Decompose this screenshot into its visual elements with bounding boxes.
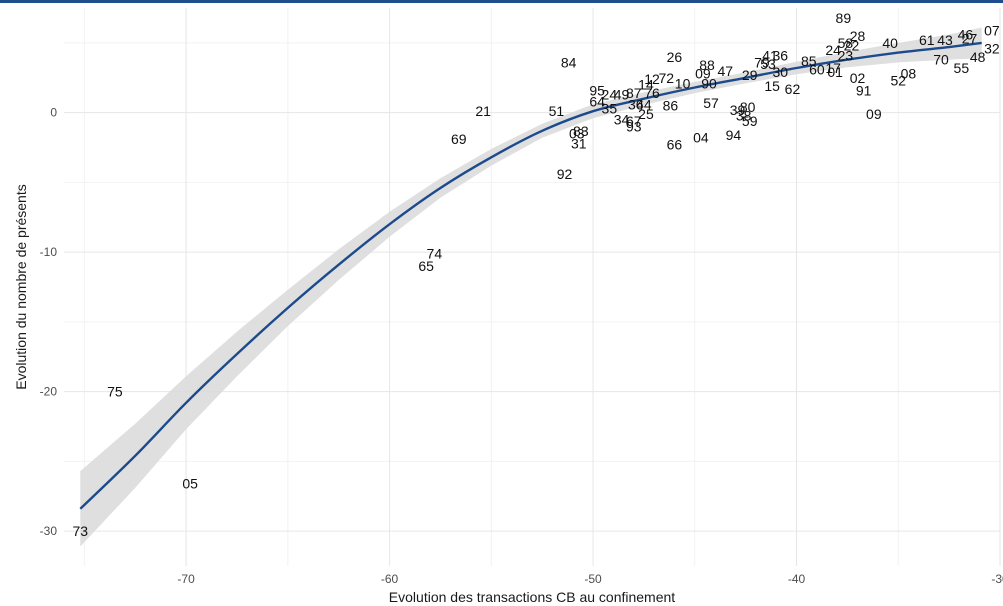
y-tick-label: -20 xyxy=(40,385,58,399)
point-label: 59 xyxy=(742,113,758,129)
y-tick-label: 0 xyxy=(50,106,57,120)
point-label: 07 xyxy=(984,22,1000,38)
point-label: 04 xyxy=(693,130,709,146)
point-label: 73 xyxy=(72,523,88,539)
point-label: 32 xyxy=(984,40,1000,56)
point-label: 47 xyxy=(718,63,734,79)
x-tick-label: -30 xyxy=(991,572,1003,586)
point-label: 69 xyxy=(451,131,467,147)
point-label: 05 xyxy=(182,476,198,492)
point-label: 14 xyxy=(638,77,654,93)
point-label: 80 xyxy=(740,99,756,115)
point-label: 26 xyxy=(667,49,683,65)
y-tick-label: -10 xyxy=(40,245,58,259)
point-label: 25 xyxy=(638,106,654,122)
point-label: 86 xyxy=(663,98,679,114)
point-label: 23 xyxy=(838,47,854,63)
point-label: 41 xyxy=(762,47,778,63)
point-label: 24 xyxy=(602,86,618,102)
point-label: 64 xyxy=(589,93,605,109)
point-label: 08 xyxy=(901,66,917,82)
point-label: 70 xyxy=(933,52,949,68)
point-label: 53 xyxy=(760,56,776,72)
point-label: 58 xyxy=(838,35,854,51)
point-label: 89 xyxy=(836,10,852,26)
x-tick-label: -40 xyxy=(788,572,806,586)
point-label: 02 xyxy=(850,70,866,86)
point-label: 62 xyxy=(785,81,801,97)
point-label: 30 xyxy=(772,64,788,80)
point-label: 75 xyxy=(107,384,123,400)
point-label: 31 xyxy=(571,135,587,151)
smooth-trend-line xyxy=(79,41,982,510)
point-label: 24 xyxy=(825,42,841,58)
confidence-band xyxy=(80,27,982,547)
point-label: 22 xyxy=(844,38,860,54)
point-label: 38 xyxy=(736,107,752,123)
point-label: 12 xyxy=(644,71,660,87)
point-label: 43 xyxy=(937,32,953,48)
point-label: 76 xyxy=(644,85,660,101)
point-label: 10 xyxy=(675,75,691,91)
point-label: 57 xyxy=(703,95,719,111)
point-label: 40 xyxy=(882,35,898,51)
point-label: 84 xyxy=(561,54,577,70)
point-label: 90 xyxy=(701,75,717,91)
point-label: 27 xyxy=(962,31,978,47)
point-label: 67 xyxy=(626,113,642,129)
point-label: 51 xyxy=(549,103,565,119)
point-label: 93 xyxy=(626,119,642,135)
point-label: 29 xyxy=(742,67,758,83)
point-label: 35 xyxy=(602,100,618,116)
point-label: 36 xyxy=(772,47,788,63)
y-tick-label: -30 xyxy=(40,524,58,538)
point-label: 52 xyxy=(890,73,906,89)
point-label: 72 xyxy=(659,70,675,86)
point-label: 87 xyxy=(626,85,642,101)
point-label: 88 xyxy=(699,57,715,73)
point-label: 79 xyxy=(754,54,770,70)
point-label: 85 xyxy=(801,53,817,69)
point-label: 60 xyxy=(809,61,825,77)
point-label: 34 xyxy=(614,112,630,128)
point-label: 91 xyxy=(856,82,872,98)
point-label: 44 xyxy=(636,96,652,112)
point-label: 74 xyxy=(427,246,443,262)
point-label: 21 xyxy=(475,103,491,119)
point-label: 92 xyxy=(557,166,573,182)
point-label: 36 xyxy=(628,96,644,112)
point-label: 17 xyxy=(825,60,841,76)
x-tick-label: -60 xyxy=(381,572,399,586)
top-accent-bar xyxy=(0,0,1003,3)
point-label: 83 xyxy=(573,123,589,139)
point-label: 03 xyxy=(569,126,585,142)
x-axis-ticks: -70 -60 -50 -40 -30 xyxy=(177,572,1003,586)
point-label: 15 xyxy=(764,78,780,94)
x-tick-label: -70 xyxy=(177,572,195,586)
point-label: 95 xyxy=(589,82,605,98)
point-label: 46 xyxy=(958,27,974,43)
point-label: 66 xyxy=(667,137,683,153)
x-axis-title: Evolution des transactions CB au confine… xyxy=(389,589,675,605)
point-label: 09 xyxy=(695,66,711,82)
point-label: 55 xyxy=(954,60,970,76)
point-label: 39 xyxy=(730,102,746,118)
y-axis-title: Evolution du nombre de présents xyxy=(13,184,29,389)
y-axis-ticks: 0 -10 -20 -30 xyxy=(40,106,58,539)
point-label: 61 xyxy=(919,32,935,48)
point-label: 48 xyxy=(970,49,986,65)
x-tick-label: -50 xyxy=(584,572,602,586)
point-label: 65 xyxy=(418,258,434,274)
point-label: 09 xyxy=(866,106,882,122)
point-label: 28 xyxy=(850,28,866,44)
point-label: 94 xyxy=(726,127,742,143)
point-label: 49 xyxy=(614,86,630,102)
point-label: 01 xyxy=(827,64,843,80)
